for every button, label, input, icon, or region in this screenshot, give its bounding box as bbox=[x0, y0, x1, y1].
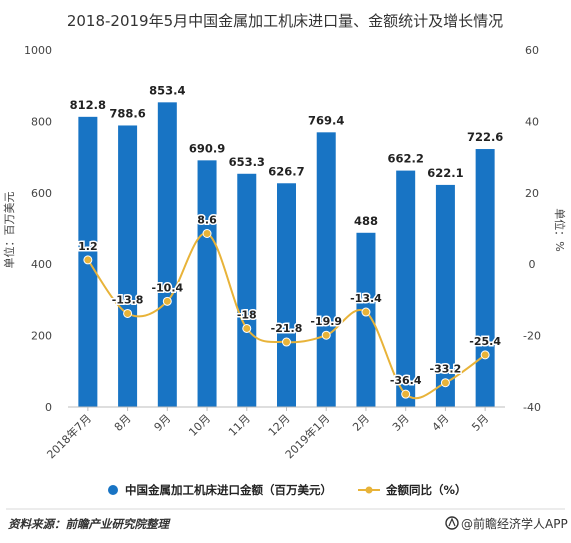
yoy-point bbox=[361, 307, 371, 317]
x-tick-label: 10月 bbox=[186, 412, 213, 439]
line-value-labels: 1.2-13.8-10.48.6-18-21.8-19.9-13.4-36.4-… bbox=[77, 212, 503, 389]
legend-item-amount: 中国金属加工机床进口金额（百万美元） bbox=[108, 483, 332, 497]
left-axis-label: 单位：百万美元 bbox=[2, 192, 16, 269]
bar-value-label: 769.4 bbox=[308, 113, 344, 127]
x-tick-label: 4月 bbox=[430, 412, 452, 434]
yoy-line bbox=[87, 232, 486, 400]
bar-value-label: 853.4 bbox=[149, 83, 185, 97]
yoy-value-label: -10.4 bbox=[151, 281, 183, 294]
legend-item-yoy: 金额同比（%） bbox=[358, 483, 467, 497]
yoy-value-label: -13.4 bbox=[350, 292, 382, 305]
bar-series bbox=[78, 102, 495, 408]
left-tick-label: 800 bbox=[31, 115, 52, 128]
bar bbox=[396, 170, 416, 407]
legend: 中国金属加工机床进口金额（百万美元） 金额同比（%） bbox=[108, 483, 467, 497]
chart-title: 2018-2019年5月中国金属加工机床进口量、金额统计及增长情况 bbox=[67, 12, 503, 30]
right-tick-label: 0 bbox=[529, 258, 536, 271]
yoy-point bbox=[83, 255, 93, 265]
brand-logo-mark bbox=[448, 517, 456, 527]
left-axis-ticks: 0 200 400 600 800 1000 bbox=[24, 44, 52, 414]
yoy-point bbox=[162, 296, 172, 306]
x-tick-label: 9月 bbox=[152, 412, 174, 434]
brand-logo-icon bbox=[445, 516, 459, 530]
left-tick-label: 0 bbox=[45, 401, 52, 414]
bar-value-label: 488 bbox=[354, 214, 378, 228]
right-tick-label: 60 bbox=[525, 44, 539, 57]
x-tick-label: 2月 bbox=[350, 412, 372, 434]
yoy-value-label: -36.4 bbox=[390, 374, 422, 387]
bar bbox=[118, 125, 138, 408]
legend-yoy-label: 金额同比（%） bbox=[385, 483, 467, 497]
x-tick-label: 8月 bbox=[112, 412, 134, 434]
right-axis-ticks: -40 -20 0 20 40 60 bbox=[523, 44, 541, 414]
brand-text: @前瞻经济学人APP bbox=[461, 516, 568, 531]
left-tick-label: 200 bbox=[31, 330, 52, 343]
bar-value-label: 626.7 bbox=[268, 164, 304, 178]
legend-bar-marker bbox=[108, 485, 118, 495]
x-tick-label: 3月 bbox=[390, 412, 412, 434]
bar-value-label: 788.6 bbox=[109, 106, 145, 120]
yoy-value-label: 1.2 bbox=[78, 240, 98, 253]
yoy-point bbox=[321, 330, 331, 340]
yoy-value-label: -18 bbox=[237, 308, 257, 321]
yoy-value-label: -25.4 bbox=[469, 335, 501, 348]
bar bbox=[197, 160, 217, 407]
yoy-point bbox=[282, 337, 291, 347]
bar bbox=[316, 132, 336, 407]
x-tick-label: 5月 bbox=[469, 412, 491, 434]
left-tick-label: 400 bbox=[31, 258, 52, 271]
right-tick-label: 40 bbox=[525, 115, 539, 128]
yoy-point bbox=[401, 389, 411, 399]
bar-value-label: 812.8 bbox=[70, 98, 106, 112]
right-tick-label: -20 bbox=[523, 330, 541, 343]
bar-value-label: 690.9 bbox=[189, 141, 225, 155]
bar bbox=[475, 149, 495, 407]
line-series bbox=[83, 228, 490, 400]
legend-line-dot bbox=[365, 486, 373, 494]
yoy-value-label: -19.9 bbox=[310, 315, 342, 328]
bar-value-label: 622.1 bbox=[427, 166, 463, 180]
bar-value-label: 653.3 bbox=[229, 155, 265, 169]
source-note: 资料来源：前瞻产业研究院整理 bbox=[8, 517, 171, 531]
yoy-value-label: 8.6 bbox=[197, 213, 217, 226]
yoy-point bbox=[480, 350, 490, 360]
yoy-point bbox=[202, 228, 212, 238]
legend-amount-label: 中国金属加工机床进口金额（百万美元） bbox=[125, 483, 332, 497]
right-tick-label: 20 bbox=[525, 187, 539, 200]
yoy-value-label: -13.8 bbox=[112, 293, 144, 306]
x-tick-label: 2018年7月 bbox=[44, 411, 94, 461]
brand-attribution: @前瞻经济学人APP bbox=[445, 516, 568, 531]
bar bbox=[435, 184, 455, 407]
bar bbox=[356, 232, 376, 407]
bar bbox=[157, 102, 177, 408]
bar-value-label: 722.6 bbox=[467, 130, 503, 144]
yoy-value-label: -21.8 bbox=[271, 322, 303, 335]
bar bbox=[237, 173, 257, 407]
yoy-value-label: -33.2 bbox=[430, 363, 462, 376]
left-tick-label: 1000 bbox=[24, 44, 52, 57]
left-tick-label: 600 bbox=[31, 187, 52, 200]
bar-value-label: 662.2 bbox=[387, 152, 423, 166]
right-axis-label: 单位：% bbox=[553, 208, 567, 251]
x-tick-label: 12月 bbox=[266, 412, 293, 439]
yoy-point bbox=[242, 323, 252, 333]
yoy-point bbox=[123, 308, 133, 318]
x-tick-label: 11月 bbox=[226, 412, 253, 439]
yoy-point bbox=[440, 378, 450, 388]
bar bbox=[277, 183, 296, 407]
right-tick-label: -40 bbox=[523, 401, 541, 414]
